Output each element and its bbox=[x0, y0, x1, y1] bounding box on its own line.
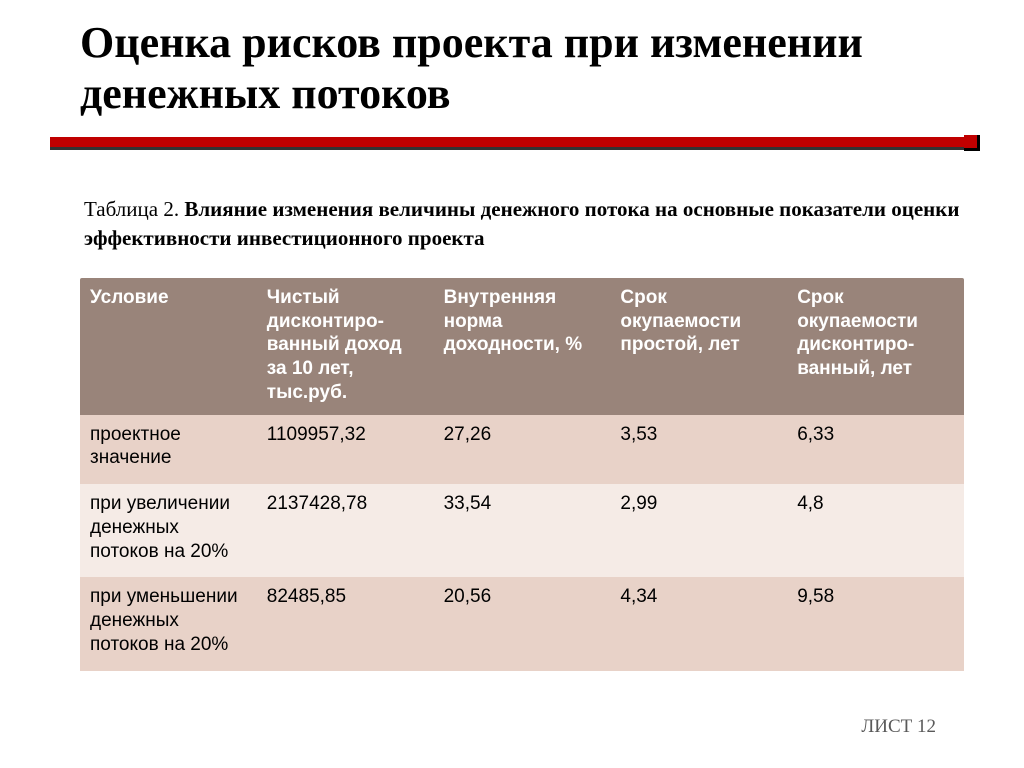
table-cell: 4,8 bbox=[787, 484, 964, 577]
table-cell: проектное значение bbox=[80, 415, 257, 485]
table-row: при увеличении денежных потоков на 20%21… bbox=[80, 484, 964, 577]
table-cell: 82485,85 bbox=[257, 577, 434, 670]
slide-title: Оценка рисков проекта при изменении дене… bbox=[80, 18, 964, 119]
table-caption: Таблица 2. Влияние изменения величины де… bbox=[80, 195, 964, 252]
col-header: Срок окупаемости простой, лет bbox=[610, 278, 787, 415]
table-cell: 4,34 bbox=[610, 577, 787, 670]
table-cell: 33,54 bbox=[434, 484, 611, 577]
table-cell: 2,99 bbox=[610, 484, 787, 577]
table-cell: 9,58 bbox=[787, 577, 964, 670]
table-cell: 6,33 bbox=[787, 415, 964, 485]
caption-label: Таблица 2. bbox=[84, 197, 184, 221]
table-header-row: Условие Чистый дисконтиро-ванный доход з… bbox=[80, 278, 964, 415]
caption-text: Влияние изменения величины денежного пот… bbox=[84, 197, 959, 249]
col-header: Срок окупаемости дисконтиро-ванный, лет bbox=[787, 278, 964, 415]
risk-table: Условие Чистый дисконтиро-ванный доход з… bbox=[80, 278, 964, 671]
slide-footer: ЛИСТ 12 bbox=[861, 716, 936, 738]
table-cell: 2137428,78 bbox=[257, 484, 434, 577]
table-cell: при увеличении денежных потоков на 20% bbox=[80, 484, 257, 577]
table-row: проектное значение1109957,3227,263,536,3… bbox=[80, 415, 964, 485]
col-header: Внутренняя норма доходности, % bbox=[434, 278, 611, 415]
table-cell: при уменьшении денежных потоков на 20% bbox=[80, 577, 257, 670]
table-row: при уменьшении денежных потоков на 20%82… bbox=[80, 577, 964, 670]
divider-red-bar bbox=[50, 137, 974, 151]
col-header: Чистый дисконтиро-ванный доход за 10 лет… bbox=[257, 278, 434, 415]
table-cell: 3,53 bbox=[610, 415, 787, 485]
table-cell: 27,26 bbox=[434, 415, 611, 485]
table-cell: 20,56 bbox=[434, 577, 611, 670]
table-cell: 1109957,32 bbox=[257, 415, 434, 485]
col-header: Условие bbox=[80, 278, 257, 415]
